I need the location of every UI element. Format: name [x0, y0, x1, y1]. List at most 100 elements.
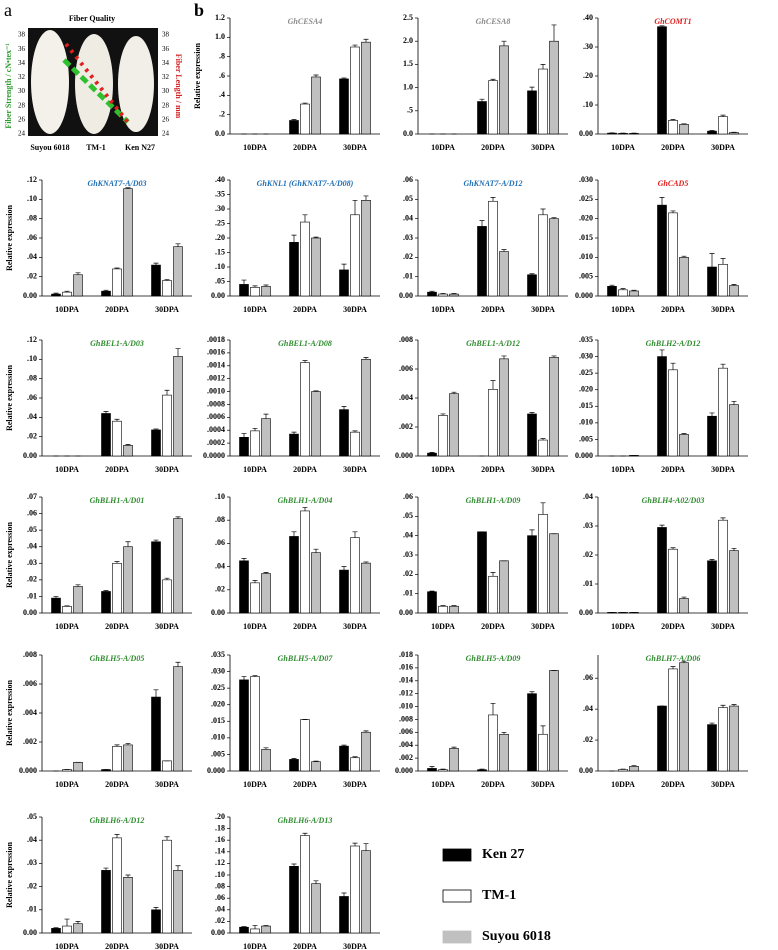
y-tick-label: 0.00 [211, 928, 225, 937]
error-bar [252, 285, 258, 288]
bar [311, 883, 321, 934]
bar [438, 769, 448, 772]
bar [112, 268, 122, 297]
y-tick-label: .020 [579, 213, 593, 222]
y-tick-label: .0018 [207, 335, 225, 344]
x-tick-label: 10DPA [55, 465, 79, 474]
y-tick-label: 0.000 [575, 291, 593, 300]
error-bar [341, 892, 347, 897]
bar [438, 605, 448, 614]
y-tick-label: .18 [215, 823, 225, 832]
sample-label: Ken N27 [125, 143, 155, 152]
y-tick-label: 0.00 [579, 608, 593, 617]
y-tick-label: .015 [579, 401, 593, 410]
bar [629, 766, 639, 772]
x-tick-label: 10DPA [55, 622, 79, 631]
bar [438, 293, 448, 297]
bar [151, 264, 161, 297]
bar [657, 26, 667, 135]
y-tick-label: .12 [27, 175, 37, 184]
bar [449, 748, 459, 772]
bar [449, 605, 459, 614]
error-bar [440, 293, 446, 295]
y-tick-label: .6 [219, 71, 225, 80]
error-bar [609, 284, 615, 287]
y-tick-label: .03 [403, 550, 413, 559]
y-tick-label: 0.00 [211, 291, 225, 300]
chart-title: GhKNAT7-A/D03 [87, 179, 146, 188]
y-tick-label: .02 [27, 271, 37, 280]
error-bar [291, 431, 297, 435]
bar [679, 598, 689, 614]
chart-title: GhBLH2-A/D12 [646, 339, 701, 348]
bar [427, 591, 437, 614]
error-bar [631, 765, 637, 767]
error-bar [263, 413, 269, 419]
chart-title: GhBEL1-A/D03 [90, 339, 144, 348]
y-tick-label: .04 [215, 561, 225, 570]
error-bar [720, 704, 726, 708]
x-tick-label: 30DPA [343, 942, 367, 950]
y-tick-label: 0.000 [575, 451, 593, 460]
x-tick-label: 20DPA [481, 143, 505, 152]
bar [289, 536, 299, 614]
bar [538, 214, 548, 297]
x-tick-label: 20DPA [293, 143, 317, 152]
error-bar [103, 590, 109, 592]
bar [311, 237, 321, 297]
photo-tick-label: 26 [18, 115, 26, 123]
error-bar [501, 355, 507, 359]
bar [718, 707, 728, 772]
bar [499, 560, 509, 614]
error-bar [175, 243, 181, 247]
bar [618, 133, 628, 135]
y-tick-label: .035 [211, 650, 225, 659]
error-bar [125, 743, 131, 745]
x-tick-label: 20DPA [481, 305, 505, 314]
bar [250, 928, 260, 934]
photo-title: Fiber Quality [69, 14, 115, 23]
bar [239, 560, 249, 614]
x-tick-label: 20DPA [293, 780, 317, 789]
x-tick-label: 30DPA [531, 305, 555, 314]
y-tick-label: .08 [215, 881, 225, 890]
bar [239, 926, 249, 934]
bar [477, 226, 487, 297]
chart-title: GhBLH4-A02/D03 [642, 496, 705, 505]
bar [361, 359, 371, 457]
error-bar [291, 119, 297, 121]
y-tick-label: .008 [399, 335, 413, 344]
error-bar [125, 874, 131, 878]
y-tick-label: .01 [403, 271, 413, 280]
y-tick-label: 0.0000 [203, 451, 225, 460]
error-bar [670, 362, 676, 370]
y-tick-label: .4 [219, 90, 225, 99]
error-bar [620, 288, 626, 290]
bar [657, 705, 667, 772]
x-tick-label: 20DPA [293, 942, 317, 950]
error-bar [490, 702, 496, 715]
y-tick-label: .002 [399, 753, 413, 762]
bar [549, 670, 559, 772]
bar [607, 286, 617, 297]
error-bar [252, 427, 258, 431]
y-tick-label: .06 [403, 175, 413, 184]
bar [488, 575, 498, 614]
error-bar [670, 547, 676, 550]
error-bar [429, 290, 435, 293]
error-bar [114, 561, 120, 564]
error-bar [103, 411, 109, 414]
error-bar [241, 279, 247, 285]
bar [112, 420, 122, 457]
x-tick-label: 10DPA [431, 143, 455, 152]
x-tick-label: 30DPA [711, 780, 735, 789]
bar [112, 837, 122, 934]
error-bar [670, 119, 676, 121]
y-tick-label: .03 [27, 558, 37, 567]
bar [438, 415, 448, 457]
x-tick-label: 20DPA [293, 622, 317, 631]
y-tick-label: .20 [215, 812, 225, 821]
y-tick-label: .0002 [207, 438, 225, 447]
y-tick-label: .40 [215, 175, 225, 184]
photo-left-axis-label: Fiber Strength / cN•tex⁻¹ [4, 43, 13, 129]
